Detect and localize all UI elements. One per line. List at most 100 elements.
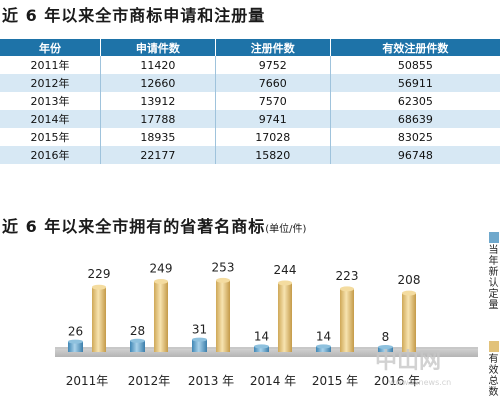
trademark-bar-chart: 26 229 2011年 28 249 2012年 31 253 2013 年 14 244 2014… <box>55 260 478 388</box>
watermark-url: www.zsnews.cn <box>389 378 452 387</box>
legend-char: 效 <box>488 365 499 376</box>
bar-new-label: 31 <box>192 323 207 337</box>
table-title: 近 6 年以来全市商标申请和注册量 <box>2 6 266 25</box>
trademark-table: 年份 申请件数 注册件数 有效注册件数 2011年 11420 9752 508… <box>0 39 500 164</box>
cell-registrations: 9741 <box>215 110 331 128</box>
watermark-logo: 中山网 <box>375 349 441 374</box>
bar-total-top <box>154 279 168 285</box>
cell-valid: 50855 <box>330 56 500 74</box>
table-row: 2014年 17788 9741 68639 <box>0 110 500 128</box>
table-header-row: 年份 申请件数 注册件数 有效注册件数 <box>0 39 500 56</box>
bar-new-label: 8 <box>382 330 390 344</box>
legend-char: 数 <box>488 387 499 398</box>
legend-char: 量 <box>488 300 499 311</box>
bar-total-label: 253 <box>212 260 235 274</box>
legend-label-new: 当年新认定量 <box>487 245 500 311</box>
cell-registrations: 17028 <box>215 128 331 146</box>
bar-total <box>154 281 168 352</box>
bar-new <box>130 340 145 352</box>
cell-applications: 11420 <box>100 56 216 74</box>
cell-registrations: 9752 <box>215 56 331 74</box>
bar-total-label: 229 <box>88 267 111 281</box>
bar-new-top <box>254 344 269 349</box>
bar-new-label: 28 <box>130 324 145 338</box>
bar-total <box>340 288 354 352</box>
legend-char: 认 <box>488 278 499 289</box>
table-row: 2012年 12660 7660 56911 <box>0 74 500 92</box>
bar-total-top <box>340 286 354 292</box>
legend-char: 新 <box>488 267 499 278</box>
cell-year: 2011年 <box>0 56 101 74</box>
header-year: 年份 <box>0 39 101 56</box>
x-tick-label: 2015 年 <box>312 374 358 388</box>
legend-swatch-total <box>488 341 499 352</box>
bar-new-label: 26 <box>68 325 83 339</box>
cell-year: 2015年 <box>0 128 101 146</box>
cell-valid: 83025 <box>330 128 500 146</box>
x-tick-label: 2012年 <box>128 374 171 388</box>
chart-title: 近 6 年以来全市拥有的省著名商标(单位/件) <box>2 213 306 237</box>
chart-title-text: 近 6 年以来全市拥有的省著名商标 <box>2 217 266 236</box>
bar-new-label: 14 <box>254 329 269 343</box>
cell-year: 2013年 <box>0 92 101 110</box>
x-tick-label: 2016 年 <box>374 374 420 388</box>
bar-new <box>254 346 269 352</box>
bar-total-top <box>216 277 230 283</box>
legend-label-text: 当年新认定量 <box>487 245 500 311</box>
legend-char: 有 <box>488 354 499 365</box>
cell-registrations: 7570 <box>215 92 331 110</box>
legend-label-text: 有效总数 <box>487 354 500 398</box>
cell-applications: 13912 <box>100 92 216 110</box>
bar-new <box>192 339 207 352</box>
bar-total-top <box>92 284 106 290</box>
bar-total-label: 244 <box>274 263 297 277</box>
bar-new-top <box>130 338 145 343</box>
legend-char: 年 <box>488 256 499 267</box>
cell-registrations: 15820 <box>215 146 331 164</box>
bar-total <box>92 287 106 352</box>
bar-total-top <box>278 280 292 286</box>
cell-year: 2012年 <box>0 74 101 92</box>
legend-char: 定 <box>488 289 499 300</box>
x-tick-label: 2013 年 <box>188 374 234 388</box>
x-tick-label: 2014 年 <box>250 374 296 388</box>
bar-new-top <box>68 339 83 344</box>
legend-swatch-new <box>488 232 499 243</box>
cell-valid: 56911 <box>330 74 500 92</box>
bar-new-top <box>192 337 207 342</box>
bar-total-top <box>402 290 416 296</box>
cell-applications: 17788 <box>100 110 216 128</box>
x-tick-label: 2011年 <box>66 374 109 388</box>
cell-valid: 62305 <box>330 92 500 110</box>
bar-new <box>316 346 331 352</box>
legend-char: 当 <box>488 245 499 256</box>
table-row: 2011年 11420 9752 50855 <box>0 56 500 74</box>
bar-total-label: 249 <box>150 262 173 276</box>
bar-new-top <box>378 345 393 349</box>
table-row: 2016年 22177 15820 96748 <box>0 146 500 164</box>
bar-new <box>68 341 83 352</box>
bar-new-label: 14 <box>316 329 331 343</box>
cell-applications: 18935 <box>100 128 216 146</box>
cell-year: 2014年 <box>0 110 101 128</box>
cell-valid: 68639 <box>330 110 500 128</box>
table-row: 2013年 13912 7570 62305 <box>0 92 500 110</box>
table-row: 2015年 18935 17028 83025 <box>0 128 500 146</box>
chart-unit: (单位/件) <box>265 224 307 235</box>
bar-new-top <box>316 344 331 349</box>
header-applications: 申请件数 <box>100 39 216 56</box>
bar-total-label: 223 <box>336 269 359 283</box>
bar-total <box>216 280 230 352</box>
bar-new <box>378 347 393 352</box>
chart-legend: 当年新认定量 有效总数 <box>487 232 500 398</box>
bar-total <box>402 293 416 352</box>
legend-char: 总 <box>488 376 499 387</box>
header-registrations: 注册件数 <box>215 39 331 56</box>
cell-applications: 12660 <box>100 74 216 92</box>
cell-year: 2016年 <box>0 146 101 164</box>
cell-valid: 96748 <box>330 146 500 164</box>
legend-label-total: 有效总数 <box>487 354 500 398</box>
bar-total <box>278 282 292 352</box>
cell-applications: 22177 <box>100 146 216 164</box>
cell-registrations: 7660 <box>215 74 331 92</box>
